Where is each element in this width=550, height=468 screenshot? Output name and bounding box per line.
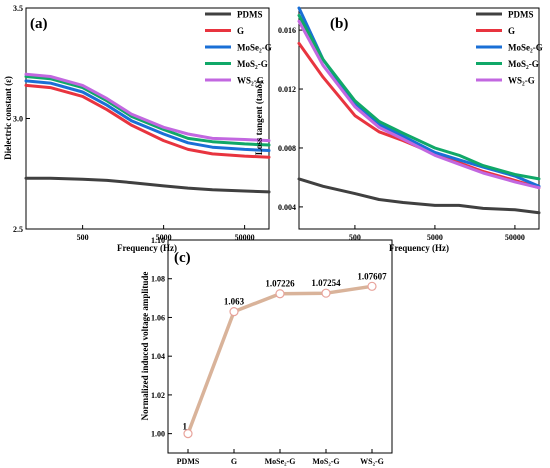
panel-b-ticks: 500 5000 50000 0.004 0.008 0.012 0.016 <box>278 26 525 242</box>
a-legend-label: WS₂-G <box>237 76 264 86</box>
b-legend-label: WS₂-G <box>508 76 535 86</box>
a-y-tick-label: 2.5 <box>13 225 23 234</box>
b-legend-label: G <box>508 26 515 36</box>
panel-b-label: (b) <box>330 16 348 32</box>
b-series-line <box>297 13 541 181</box>
panel-a-plot-frame <box>25 7 270 230</box>
a-legend-label: G <box>237 26 244 36</box>
c-data-label: 1 <box>183 422 188 432</box>
panel-b-series-lines <box>297 6 541 215</box>
panel-c-y-axis-title: Normalized induced voltage amplitude <box>140 272 150 421</box>
panel-c-series: 1 1.063 1.07226 1.07254 1.07607 <box>183 271 387 439</box>
panel-c-ticks: 1.00 1.02 1.04 1.06 1.08 1.10 PDMS G MoSe₂-G MoS₂… <box>151 236 384 466</box>
a-x-tick-label: 5000 <box>156 233 172 242</box>
c-data-point <box>321 288 331 298</box>
b-series-line <box>297 177 541 215</box>
c-x-tick-label: MoS₂-G <box>312 457 339 466</box>
panel-a-chart: 500 5000 50000 2.5 3.0 3.5 (a) PDMS G MoSe₂-G Mo… <box>3 4 272 253</box>
c-y-tick-label: 1.08 <box>151 275 165 284</box>
b-y-tick-label: 0.016 <box>278 26 296 35</box>
c-y-tick-label: 1.02 <box>151 391 165 400</box>
c-x-tick-label: PDMS <box>177 457 200 466</box>
c-y-tick-label: 1.06 <box>151 313 165 322</box>
panel-a-ticks: 500 5000 50000 2.5 3.0 3.5 <box>13 4 255 242</box>
c-data-point <box>367 281 377 291</box>
c-x-tick-label: MoSe₂-G <box>265 457 296 466</box>
c-data-label: 1.07254 <box>311 278 341 288</box>
a-legend-label: MoS₂-G <box>237 59 268 69</box>
a-series-line <box>24 75 271 147</box>
a-y-tick-label: 3.5 <box>13 4 23 13</box>
b-series-line <box>297 6 541 188</box>
b-y-tick-label: 0.008 <box>278 144 296 153</box>
b-legend-label: MoS₂-G <box>508 59 539 69</box>
panel-b-chart: 500 5000 50000 0.004 0.008 0.012 0.016 (b) PDM… <box>254 6 543 253</box>
b-x-tick-label: 500 <box>349 233 361 242</box>
panel-b-y-axis-title: Loss tangent (tanδ) <box>254 81 264 155</box>
panel-b-x-axis-title: Frequency (Hz) <box>389 243 449 253</box>
c-data-point <box>275 289 285 299</box>
a-y-tick-label: 3.0 <box>13 115 23 124</box>
c-x-tick-label: G <box>231 457 237 466</box>
c-data-label: 1.063 <box>224 297 245 307</box>
b-x-tick-label: 50000 <box>505 233 525 242</box>
panel-a-legend: PDMS G MoSe₂-G MoS₂-G WS₂-G <box>205 10 272 86</box>
panel-a-series-lines <box>24 72 271 194</box>
c-data-point <box>229 307 239 317</box>
b-series-line <box>297 19 541 190</box>
c-x-tick-label: WS₂-G <box>360 457 384 466</box>
panel-b-plot-frame <box>298 7 540 230</box>
c-data-label: 1.07226 <box>265 279 295 289</box>
c-y-tick-label: 1.00 <box>151 430 165 439</box>
a-series-line <box>24 176 271 194</box>
b-legend-label: PDMS <box>508 10 534 20</box>
b-series-line <box>297 41 541 190</box>
c-series-line <box>186 284 373 435</box>
a-series-line <box>24 72 271 143</box>
panel-a-x-axis-title: Frequency (Hz) <box>117 243 177 253</box>
c-data-point <box>183 429 193 439</box>
panel-b-legend: PDMS G MoSe₂-G MoS₂-G WS₂-G <box>476 10 543 86</box>
b-x-tick-label: 5000 <box>427 233 443 242</box>
b-legend-label: MoSe₂-G <box>508 43 543 53</box>
c-y-tick-label: 1.04 <box>151 352 165 361</box>
a-x-tick-label: 50000 <box>235 233 255 242</box>
a-series-line <box>24 83 271 159</box>
c-data-label: 1.07607 <box>357 271 387 281</box>
panel-c-chart: 1.00 1.02 1.04 1.06 1.08 1.10 PDMS G MoSe₂-G MoS₂… <box>140 236 393 466</box>
panel-a-label: (a) <box>30 16 48 32</box>
b-y-tick-label: 0.012 <box>278 85 296 94</box>
panel-a-y-axis-title: Dielectric constant (ε) <box>3 76 13 160</box>
a-legend-label: PDMS <box>237 10 263 20</box>
c-y-tick-label: 1.10 <box>151 236 165 245</box>
a-x-tick-label: 500 <box>77 233 89 242</box>
panel-c-label: (c) <box>174 250 191 266</box>
a-series-line <box>24 79 271 152</box>
b-y-tick-label: 0.004 <box>278 203 296 212</box>
a-legend-label: MoSe₂-G <box>237 43 272 53</box>
